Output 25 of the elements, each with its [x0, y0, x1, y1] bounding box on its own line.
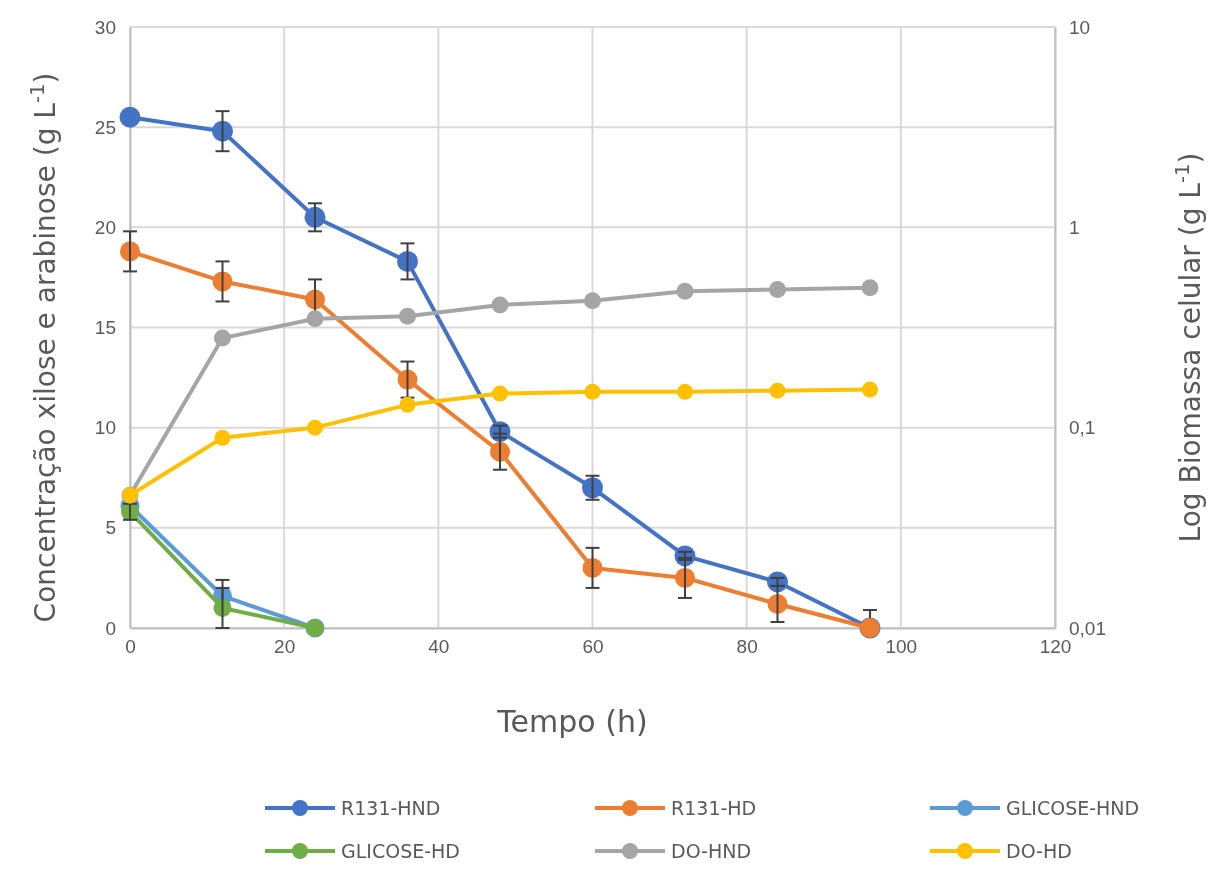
x-tick-label: 20	[274, 636, 296, 658]
x-axis-title: Tempo (h)	[496, 704, 648, 739]
y-tick-label: 0	[105, 617, 116, 639]
y2-tick-label: 1	[1069, 216, 1080, 238]
y-tick-label: 25	[94, 116, 116, 138]
y-tick-label: 20	[94, 216, 116, 238]
y-tick-label: 15	[94, 317, 116, 339]
x-tick-label: 80	[736, 636, 758, 658]
x-tick-label: 40	[428, 636, 450, 658]
y-tick-label: 10	[94, 417, 116, 439]
y2-tick-label: 0,1	[1069, 417, 1096, 439]
y-tick-label: 5	[105, 517, 116, 539]
legend-label: GLICOSE-HND	[1006, 797, 1140, 819]
x-tick-label: 120	[1039, 636, 1072, 658]
legend-label: R131-HD	[671, 797, 757, 819]
legend-label: DO-HD	[1006, 840, 1072, 862]
legend-label: DO-HND	[671, 840, 752, 862]
legend-label: GLICOSE-HD	[341, 840, 460, 862]
y2-tick-label: 10	[1069, 16, 1091, 38]
x-tick-label: 100	[885, 636, 918, 658]
legend-label: R131-HND	[341, 797, 441, 819]
x-tick-label: 60	[582, 636, 604, 658]
y2-tick-label: 0,01	[1069, 617, 1106, 639]
x-tick-label: 0	[125, 636, 136, 658]
y-tick-label: 30	[94, 16, 116, 38]
